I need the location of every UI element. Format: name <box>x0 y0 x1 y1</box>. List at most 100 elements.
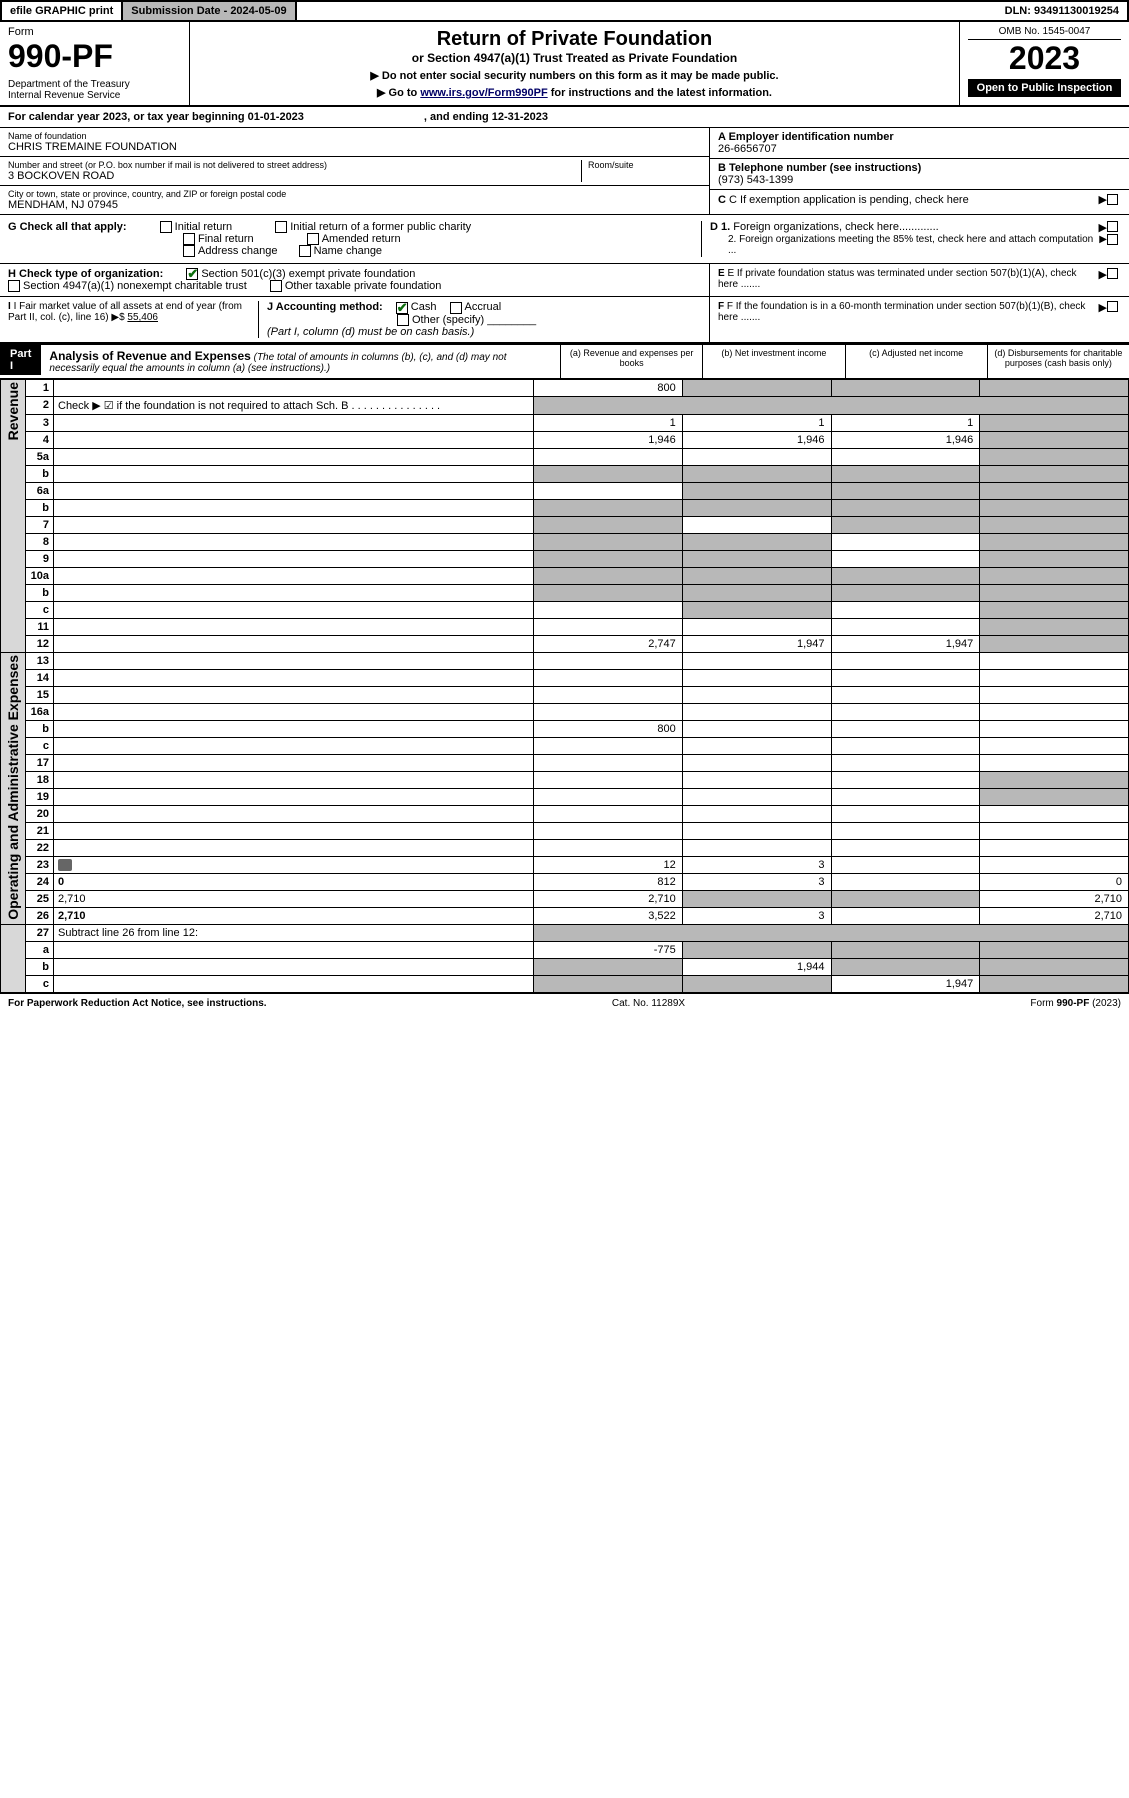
line-number: 20 <box>26 805 54 822</box>
line-description <box>54 805 534 822</box>
form-label: Form <box>8 26 181 38</box>
amount-cell <box>980 942 1129 959</box>
amount-cell <box>534 669 683 686</box>
amount-cell <box>682 976 831 993</box>
amount-cell <box>831 482 980 499</box>
irs-link[interactable]: www.irs.gov/Form990PF <box>420 87 547 99</box>
amount-cell <box>980 976 1129 993</box>
amount-cell <box>682 533 831 550</box>
line-number: 5a <box>26 448 54 465</box>
c-label: C C If exemption application is pending,… <box>718 194 1099 206</box>
amount-cell <box>831 959 980 976</box>
col-d-header: (d) Disbursements for charitable purpose… <box>987 345 1129 378</box>
line-number: 19 <box>26 788 54 805</box>
line-description <box>54 550 534 567</box>
amount-cell <box>831 908 980 925</box>
amount-cell <box>534 771 683 788</box>
g-name-checkbox[interactable] <box>299 245 311 257</box>
foundation-name: CHRIS TREMAINE FOUNDATION <box>8 141 701 153</box>
h-other-checkbox[interactable] <box>270 280 282 292</box>
d1-checkbox[interactable] <box>1107 221 1118 232</box>
top-bar: efile GRAPHIC print Submission Date - 20… <box>0 0 1129 22</box>
g-final-checkbox[interactable] <box>183 233 195 245</box>
amount-cell <box>831 379 980 396</box>
amount-cell <box>682 737 831 754</box>
g-address-checkbox[interactable] <box>183 245 195 257</box>
line-number: 27 <box>26 925 54 942</box>
room-label: Room/suite <box>588 160 701 170</box>
line-description <box>54 771 534 788</box>
line-description <box>54 618 534 635</box>
addr-label: Number and street (or P.O. box number if… <box>8 160 581 170</box>
line-description: Subtract line 26 from line 12: <box>54 925 534 942</box>
amount-cell <box>831 652 980 669</box>
j-accrual-checkbox[interactable] <box>450 302 462 314</box>
amount-cell <box>980 379 1129 396</box>
amount-cell <box>534 499 683 516</box>
form-number: 990-PF <box>8 38 181 75</box>
line-number: c <box>26 976 54 993</box>
amount-cell: 1,947 <box>682 635 831 652</box>
c-checkbox[interactable] <box>1107 194 1118 205</box>
amount-cell <box>682 379 831 396</box>
amount-cell <box>831 822 980 839</box>
street-address: 3 BOCKOVEN ROAD <box>8 170 581 182</box>
d2-checkbox[interactable] <box>1107 234 1118 245</box>
dept-treasury: Department of the Treasury Internal Reve… <box>8 79 181 101</box>
amount-cell <box>831 703 980 720</box>
h-4947-checkbox[interactable] <box>8 280 20 292</box>
amount-cell <box>831 601 980 618</box>
line-description <box>54 737 534 754</box>
e-checkbox[interactable] <box>1107 268 1118 279</box>
amount-cell <box>831 499 980 516</box>
name-label: Name of foundation <box>8 131 701 141</box>
f-checkbox[interactable] <box>1107 301 1118 312</box>
line-number: 18 <box>26 771 54 788</box>
amount-cell <box>980 414 1129 431</box>
f-label: F F If the foundation is in a 60-month t… <box>718 301 1099 323</box>
section-side-label: Operating and Administrative Expenses <box>1 652 26 925</box>
line-description <box>54 379 534 396</box>
g-initial-public-checkbox[interactable] <box>275 221 287 233</box>
amount-cell <box>980 737 1129 754</box>
amount-cell <box>831 857 980 874</box>
amount-cell: 1,947 <box>831 976 980 993</box>
g-amended-checkbox[interactable] <box>307 233 319 245</box>
part1-label: Part I <box>0 345 41 375</box>
attachment-icon[interactable] <box>58 859 72 871</box>
amount-cell <box>682 448 831 465</box>
line-description: 0 <box>54 874 534 891</box>
line-number: b <box>26 720 54 737</box>
j-cash-checkbox[interactable] <box>396 302 408 314</box>
amount-cell <box>831 840 980 857</box>
open-to-public: Open to Public Inspection <box>968 79 1121 97</box>
amount-cell <box>980 771 1129 788</box>
efile-print-button[interactable]: efile GRAPHIC print <box>2 2 123 20</box>
line-number: b <box>26 465 54 482</box>
amount-cell: 1,946 <box>682 431 831 448</box>
instruction-ssn: ▶ Do not enter social security numbers o… <box>198 69 951 82</box>
h-501c3-checkbox[interactable] <box>186 268 198 280</box>
amount-cell <box>980 516 1129 533</box>
line-number: 6a <box>26 482 54 499</box>
line-description <box>54 516 534 533</box>
line-number: b <box>26 584 54 601</box>
amount-cell: 1,944 <box>682 959 831 976</box>
j-other-checkbox[interactable] <box>397 314 409 326</box>
ij-row: I I Fair market value of all assets at e… <box>0 297 1129 342</box>
amount-cell <box>831 465 980 482</box>
amount-cell: 1 <box>682 414 831 431</box>
amount-cell: 800 <box>534 720 683 737</box>
amount-cell: 0 <box>980 874 1129 891</box>
amount-cell <box>534 686 683 703</box>
line-number: 25 <box>26 891 54 908</box>
amount-cell <box>831 788 980 805</box>
amount-cell <box>831 874 980 891</box>
g-initial-checkbox[interactable] <box>160 221 172 233</box>
amount-cell <box>831 533 980 550</box>
line-description <box>54 857 534 874</box>
amount-cell <box>831 737 980 754</box>
line-number: 11 <box>26 618 54 635</box>
amount-cell <box>980 533 1129 550</box>
amount-cell <box>980 601 1129 618</box>
